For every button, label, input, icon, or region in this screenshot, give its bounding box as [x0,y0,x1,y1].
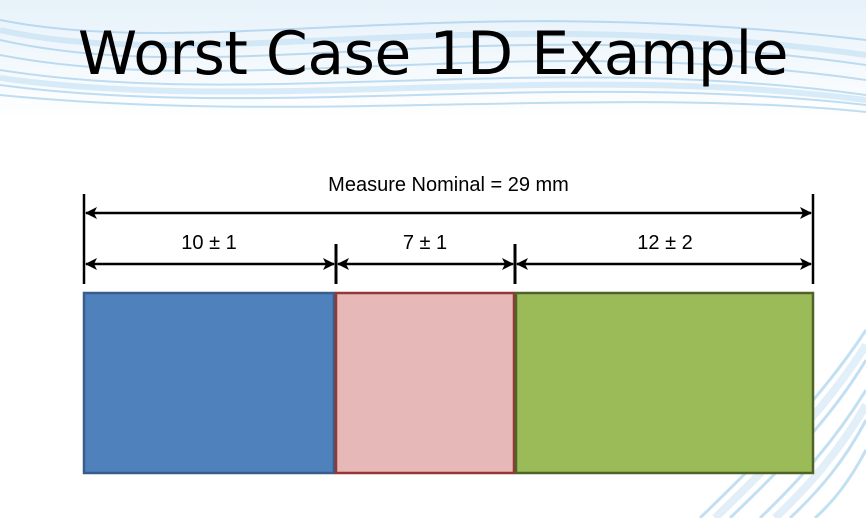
total-dimension-label: Measure Nominal = 29 mm [328,174,569,196]
part-block-3 [514,291,815,475]
slide-title: Worst Case 1D Example [77,19,789,89]
segment-label-1: 10 ± 1 [181,232,237,254]
segment-label-3: 12 ± 2 [637,232,693,254]
part-block-2 [334,291,516,475]
segment-label-2: 7 ± 1 [402,232,448,254]
part-block-1 [82,291,336,475]
